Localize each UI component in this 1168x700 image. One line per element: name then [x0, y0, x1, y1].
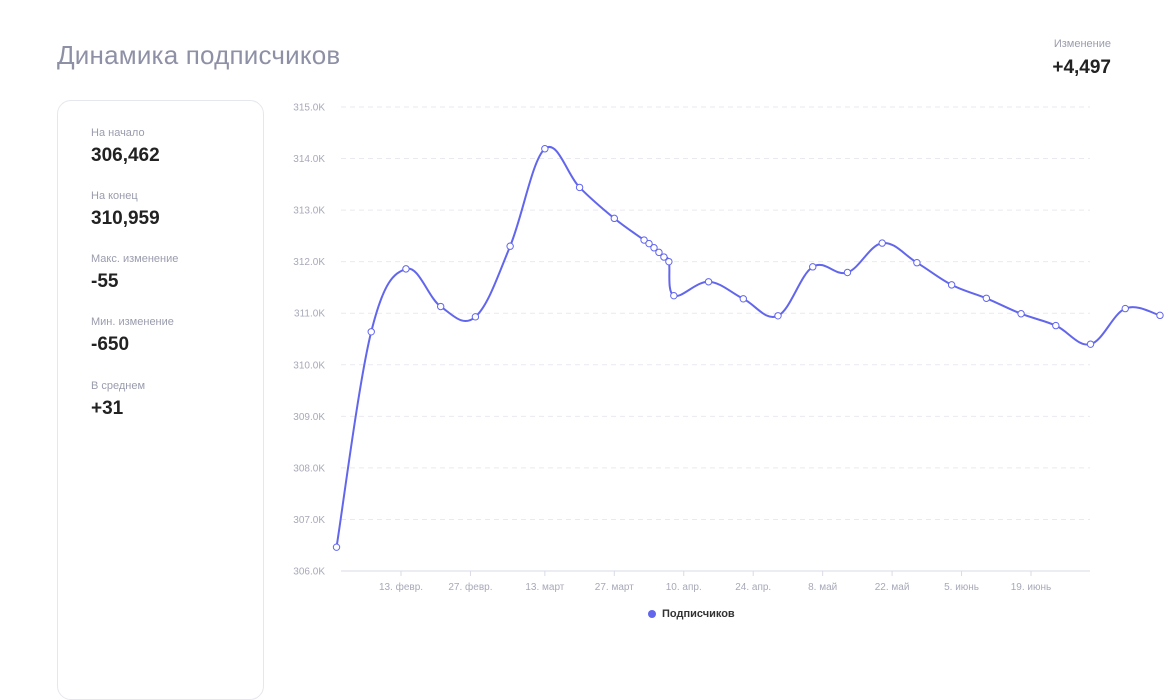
y-tick-label: 310.0K — [293, 360, 325, 371]
data-point[interactable] — [704, 278, 713, 286]
data-point[interactable] — [1156, 311, 1164, 320]
legend[interactable]: Подписчиков — [648, 608, 735, 620]
y-tick-label: 313.0K — [293, 206, 325, 217]
data-point[interactable] — [655, 248, 663, 257]
stat-average: В среднем +31 — [91, 380, 145, 420]
data-point[interactable] — [650, 244, 658, 252]
x-tick-label: 22. май — [875, 582, 910, 593]
x-tick-label: 19. июнь — [1011, 582, 1052, 593]
stat-label: Мин. изменение — [91, 316, 174, 328]
stat-min-change: Мин. изменение -650 — [91, 316, 174, 356]
data-point[interactable] — [1086, 340, 1095, 348]
stat-label: На конец — [91, 190, 138, 202]
data-point[interactable] — [575, 183, 584, 192]
x-tick-label: 13. март — [525, 582, 564, 593]
data-point[interactable] — [436, 302, 445, 311]
x-tick-label: 24. апр. — [735, 582, 771, 593]
stat-label: На начало — [91, 127, 145, 139]
y-tick-label: 307.0K — [293, 515, 325, 526]
stat-start: На начало 306,462 — [91, 127, 160, 167]
change-summary: Изменение +4,497 — [1052, 38, 1111, 79]
y-tick-label: 312.0K — [293, 257, 325, 268]
data-point[interactable] — [1121, 304, 1129, 313]
stat-value: -650 — [91, 334, 130, 355]
data-point[interactable] — [471, 313, 480, 321]
grid — [341, 106, 1090, 572]
x-tick-label: 27. март — [595, 582, 634, 593]
data-point[interactable] — [610, 214, 619, 223]
data-point[interactable] — [332, 543, 341, 551]
data-point[interactable] — [809, 263, 817, 271]
y-tick-label: 311.0K — [294, 309, 325, 320]
data-point[interactable] — [947, 281, 956, 289]
data-points — [332, 145, 1164, 551]
x-tick-label: 5. июнь — [944, 582, 979, 593]
y-tick-label: 306.0K — [293, 567, 325, 578]
data-point[interactable] — [645, 239, 653, 248]
data-point[interactable] — [660, 253, 668, 261]
subscribers-line-chart: 306.0K 307.0K 308.0K 309.0K 310.0K 311.0K 312.… — [293, 103, 1164, 593]
data-point[interactable] — [367, 328, 375, 336]
legend-dot-icon — [648, 610, 656, 618]
x-tick-label: 13. февр. — [379, 581, 423, 593]
stat-end: На конец 310,959 — [91, 190, 160, 230]
stats-card: На начало 306,462 На конец 310,959 Макс.… — [57, 100, 264, 700]
stat-max-change: Макс. изменение -55 — [91, 253, 178, 293]
stat-value: -55 — [91, 271, 119, 292]
stat-value: 310,959 — [91, 208, 160, 229]
x-axis: 13. февр. 27. февр. 13. март 27. март 10. ап… — [379, 571, 1051, 593]
data-point[interactable] — [640, 236, 648, 244]
series-line-subscribers — [335, 145, 1161, 548]
data-point[interactable] — [774, 312, 782, 320]
data-point[interactable] — [402, 265, 410, 273]
legend-label: Подписчиков — [662, 608, 735, 620]
y-tick-label: 308.0K — [293, 463, 325, 474]
data-point[interactable] — [913, 258, 921, 267]
data-point[interactable] — [878, 239, 886, 247]
data-point[interactable] — [739, 295, 747, 303]
stat-value: 306,462 — [91, 145, 160, 166]
change-value: +4,497 — [1052, 57, 1111, 78]
y-tick-label: 309.0K — [293, 412, 325, 423]
data-point[interactable] — [982, 294, 991, 302]
data-point[interactable] — [843, 268, 852, 277]
y-tick-label: 314.0K — [293, 154, 325, 165]
data-point[interactable] — [541, 145, 549, 153]
x-tick-label: 27. февр. — [448, 581, 492, 593]
change-label: Изменение — [1053, 38, 1111, 50]
data-point[interactable] — [506, 242, 514, 250]
stat-value: +31 — [91, 398, 124, 419]
x-tick-label: 10. апр. — [666, 582, 702, 593]
data-point[interactable] — [1017, 310, 1025, 318]
data-point[interactable] — [1052, 321, 1060, 330]
stat-label: Макс. изменение — [91, 253, 179, 265]
y-axis: 306.0K 307.0K 308.0K 309.0K 310.0K 311.0K 312.… — [293, 103, 325, 578]
page-title: Динамика подписчиков — [57, 40, 341, 70]
x-tick-label: 8. май — [808, 582, 837, 593]
data-point[interactable] — [670, 291, 678, 300]
data-point[interactable] — [665, 257, 673, 266]
y-tick-label: 315.0K — [293, 103, 325, 114]
stat-label: В среднем — [91, 380, 146, 392]
